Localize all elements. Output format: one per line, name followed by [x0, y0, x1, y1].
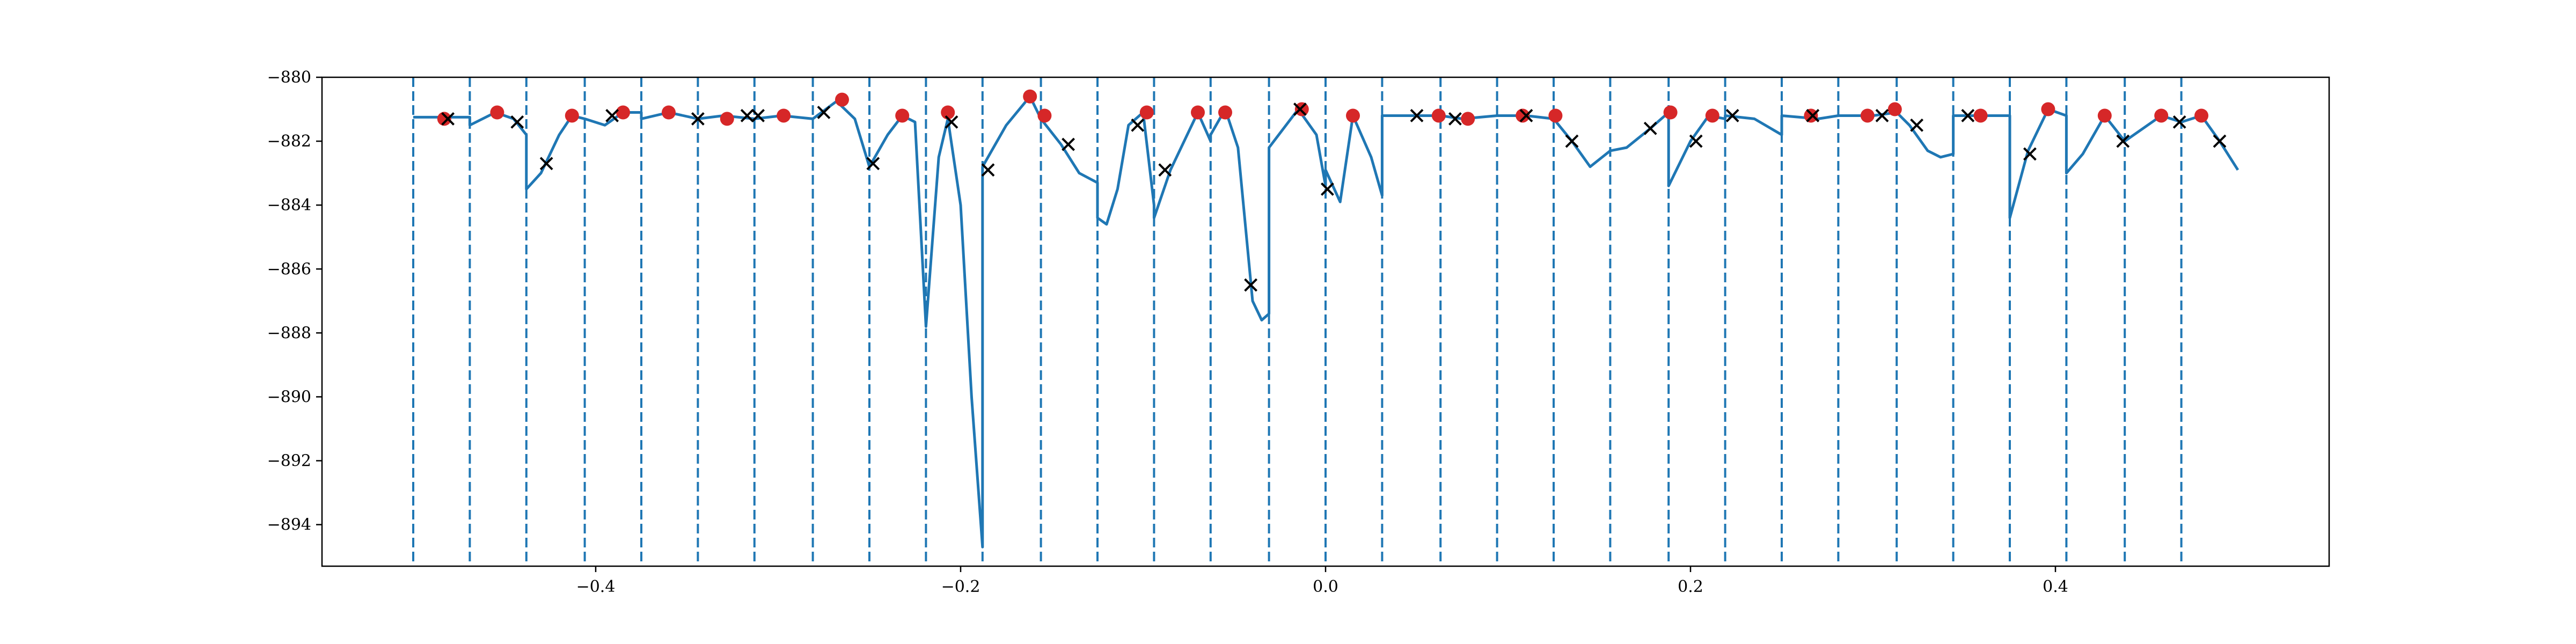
x-tick-label: 0.4	[2043, 577, 2068, 596]
dot-marker	[941, 105, 955, 120]
y-tick-label: −886	[267, 260, 311, 279]
dot-marker	[1705, 108, 1719, 123]
cross-marker	[1410, 109, 1424, 122]
cross-marker	[1689, 134, 1703, 148]
cross-marker	[1565, 134, 1579, 148]
cross-markers	[441, 103, 2227, 292]
cross-marker	[866, 157, 880, 171]
dot-marker	[2194, 108, 2208, 123]
dot-marker	[895, 108, 910, 123]
cross-marker	[1320, 182, 1334, 196]
cross-marker	[2213, 134, 2227, 148]
cross-marker	[945, 115, 958, 129]
y-tick-label: −880	[267, 68, 311, 87]
cross-marker	[605, 109, 619, 122]
cross-marker	[1244, 278, 1258, 292]
cross-marker	[1643, 121, 1657, 135]
dot-marker	[1461, 112, 1475, 126]
dot-marker	[2041, 102, 2055, 116]
y-tick-label: −892	[267, 452, 311, 471]
cross-marker	[1961, 109, 1975, 122]
y-tick-label: −890	[267, 387, 311, 406]
y-axis: −880 −882 −884 −886 −888 −890 −892 −894	[267, 68, 322, 535]
x-axis: −0.4 −0.2 0.0 0.2 0.4	[576, 566, 2068, 596]
x-tick-label: −0.2	[941, 577, 980, 596]
cross-marker	[751, 109, 765, 122]
dot-marker	[835, 92, 849, 107]
cross-marker	[441, 112, 455, 126]
dot-marker	[662, 105, 676, 120]
dot-marker	[1973, 108, 1988, 123]
cross-marker	[539, 157, 553, 171]
y-tick-label: −884	[267, 196, 311, 215]
dot-marker	[490, 105, 504, 120]
y-tick-label: −882	[267, 132, 311, 151]
dot-marker	[1023, 89, 1037, 104]
cross-marker	[1131, 118, 1145, 132]
x-tick-label: 0.2	[1678, 577, 1703, 596]
cross-marker	[2023, 147, 2037, 161]
dot-marker	[2097, 108, 2112, 123]
y-tick-label: −894	[267, 516, 311, 535]
cross-marker	[1448, 112, 1462, 126]
cross-marker	[1158, 163, 1172, 177]
dot-marker	[1346, 108, 1360, 123]
dot-marker	[437, 112, 451, 126]
dot-marker	[1663, 105, 1678, 120]
cross-marker	[1293, 103, 1307, 116]
cross-marker	[2172, 115, 2186, 129]
cross-marker	[817, 106, 831, 119]
x-tick-label: −0.4	[576, 577, 616, 596]
dot-marker	[616, 105, 630, 120]
dot-marker	[1037, 108, 1052, 123]
cross-marker	[740, 109, 754, 122]
cross-marker	[691, 112, 705, 126]
dot-marker	[720, 112, 734, 126]
dot-marker	[1294, 102, 1309, 116]
cross-marker	[510, 115, 524, 129]
dot-marker	[777, 108, 791, 123]
dot-marker	[2154, 108, 2169, 123]
dot-marker	[1860, 108, 1875, 123]
cross-marker	[1875, 109, 1889, 122]
cross-marker	[1910, 118, 1924, 132]
y-tick-label: −888	[267, 324, 311, 342]
dot-marker	[565, 108, 579, 123]
dot-marker	[1548, 108, 1563, 123]
cross-marker	[1062, 137, 1075, 151]
cross-marker	[1725, 109, 1739, 122]
cross-marker	[2116, 134, 2130, 148]
dot-marker	[1218, 105, 1232, 120]
dot-markers	[437, 89, 2208, 126]
cross-marker	[1806, 109, 1820, 122]
dot-marker	[1887, 102, 1902, 116]
cross-marker	[981, 163, 995, 177]
cross-marker	[1519, 109, 1533, 122]
dot-marker	[1516, 108, 1530, 123]
series-line	[413, 95, 2240, 548]
segment-boundary-lines	[412, 77, 2183, 566]
dot-marker	[1804, 108, 1818, 123]
dot-marker	[1139, 105, 1154, 120]
dot-marker	[1191, 105, 1205, 120]
dot-marker	[1431, 108, 1446, 123]
plot-area	[412, 77, 2240, 566]
x-tick-label: 0.0	[1313, 577, 1338, 596]
